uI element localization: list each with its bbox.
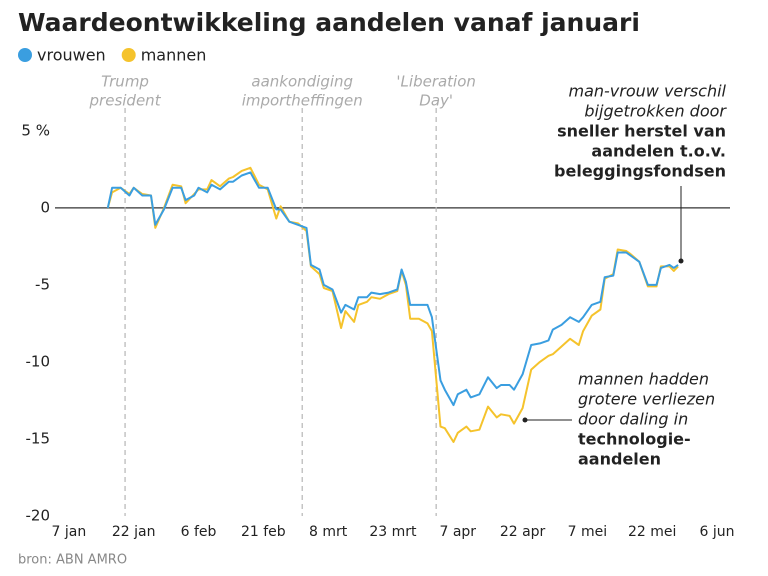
event-label: importheffingen (242, 92, 363, 110)
x-tick-label: 22 apr (500, 524, 546, 540)
event-label: 'Liberation (396, 73, 476, 91)
event-label: Trump (101, 73, 149, 91)
x-tick-label: 8 mrt (309, 524, 348, 540)
y-tick-label: -20 (26, 507, 51, 525)
legend-label: vrouwen (37, 46, 106, 65)
x-tick-label: 7 apr (439, 524, 476, 540)
leader-dot (522, 417, 528, 423)
annotation-text: man-vrouw verschil (568, 82, 726, 101)
annotation-text: beleggingsfondsen (554, 162, 726, 181)
event-label: Day' (419, 92, 453, 110)
legend-marker (121, 48, 136, 62)
chart-title: Waardeontwikkeling aandelen vanaf januar… (18, 8, 640, 37)
y-tick-label: -10 (26, 352, 51, 370)
annotation-text: mannen hadden (578, 370, 709, 389)
x-tick-label: 22 mei (628, 524, 676, 540)
x-tick-label: 6 feb (181, 524, 217, 540)
x-tick-label: 21 feb (241, 524, 286, 540)
x-tick-label: 6 jun (700, 524, 735, 540)
event-label: aankondiging (251, 73, 353, 91)
annotation-text: door daling in (578, 410, 688, 429)
y-tick-label: -15 (26, 429, 51, 447)
annotation-text: grotere verliezen (578, 390, 715, 409)
x-tick-label: 22 jan (112, 524, 156, 540)
y-tick-label: 5 % (21, 121, 50, 139)
annotation-text: aandelen (578, 450, 661, 469)
y-tick-label: -5 (35, 275, 50, 293)
annotation-text: sneller herstel van (557, 122, 726, 141)
annotation-text: technologie- (578, 430, 691, 449)
event-label: president (89, 92, 162, 110)
x-tick-label: 23 mrt (369, 524, 417, 540)
leader-dot (678, 258, 684, 264)
series-line (106, 171, 679, 407)
x-tick-label: 7 jan (52, 524, 87, 540)
x-tick-label: 7 mei (568, 524, 608, 540)
annotation-text: aandelen t.o.v. (591, 142, 726, 161)
y-tick-label: 0 (40, 198, 50, 216)
source: bron: ABN AMRO (18, 553, 127, 568)
annotation-text: bijgetrokken door (584, 102, 727, 121)
legend-marker (18, 48, 32, 62)
legend-label: mannen (141, 46, 207, 65)
